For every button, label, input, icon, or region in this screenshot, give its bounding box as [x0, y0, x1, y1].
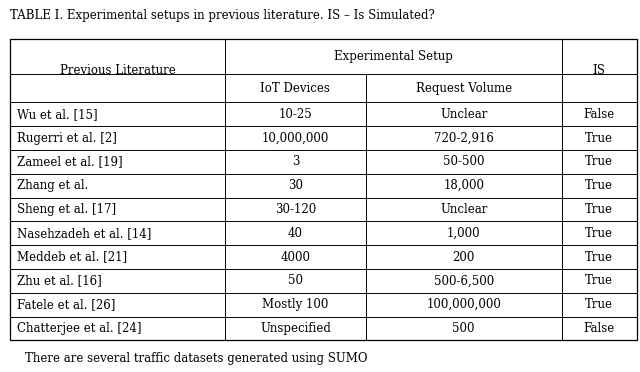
- Text: Unclear: Unclear: [440, 203, 487, 216]
- Text: True: True: [585, 155, 613, 168]
- Text: Sheng et al. [17]: Sheng et al. [17]: [17, 203, 116, 216]
- Text: Meddeb et al. [21]: Meddeb et al. [21]: [17, 251, 127, 263]
- Text: True: True: [585, 298, 613, 311]
- Text: True: True: [585, 132, 613, 144]
- Text: Unclear: Unclear: [440, 108, 487, 121]
- Text: True: True: [585, 227, 613, 240]
- Text: 4000: 4000: [280, 251, 310, 263]
- Text: TABLE I. Experimental setups in previous literature. IS – Is Simulated?: TABLE I. Experimental setups in previous…: [10, 9, 435, 22]
- Text: False: False: [584, 322, 615, 335]
- Text: True: True: [585, 251, 613, 263]
- Text: Mostly 100: Mostly 100: [262, 298, 328, 311]
- Text: Experimental Setup: Experimental Setup: [334, 50, 453, 63]
- Text: Chatterjee et al. [24]: Chatterjee et al. [24]: [17, 322, 142, 335]
- Text: True: True: [585, 179, 613, 192]
- Text: IS: IS: [593, 64, 605, 77]
- Text: Wu et al. [15]: Wu et al. [15]: [17, 108, 98, 121]
- Text: 1,000: 1,000: [447, 227, 481, 240]
- Text: 50-500: 50-500: [443, 155, 484, 168]
- Text: 18,000: 18,000: [443, 179, 484, 192]
- Text: True: True: [585, 203, 613, 216]
- Text: Zhang et al.: Zhang et al.: [17, 179, 89, 192]
- Text: 200: 200: [452, 251, 475, 263]
- Text: 10,000,000: 10,000,000: [262, 132, 329, 144]
- Text: 30: 30: [288, 179, 303, 192]
- Text: 100,000,000: 100,000,000: [426, 298, 501, 311]
- Text: Zhu et al. [16]: Zhu et al. [16]: [17, 275, 102, 287]
- Text: 10-25: 10-25: [278, 108, 312, 121]
- Text: True: True: [585, 275, 613, 287]
- Text: Zameel et al. [19]: Zameel et al. [19]: [17, 155, 123, 168]
- Text: Fatele et al. [26]: Fatele et al. [26]: [17, 298, 116, 311]
- Text: 500: 500: [452, 322, 475, 335]
- Text: Rugerri et al. [2]: Rugerri et al. [2]: [17, 132, 117, 144]
- Text: 30-120: 30-120: [275, 203, 316, 216]
- Text: Previous Literature: Previous Literature: [60, 64, 175, 77]
- Text: There are several traffic datasets generated using SUMO: There are several traffic datasets gener…: [10, 353, 367, 365]
- Text: False: False: [584, 108, 615, 121]
- Text: 50: 50: [288, 275, 303, 287]
- Text: 500-6,500: 500-6,500: [433, 275, 494, 287]
- Text: 720-2,916: 720-2,916: [434, 132, 493, 144]
- Text: Request Volume: Request Volume: [415, 82, 512, 95]
- Text: 40: 40: [288, 227, 303, 240]
- Text: Unspecified: Unspecified: [260, 322, 331, 335]
- Text: 3: 3: [292, 155, 299, 168]
- Text: Nasehzadeh et al. [14]: Nasehzadeh et al. [14]: [17, 227, 152, 240]
- Text: IoT Devices: IoT Devices: [260, 82, 330, 95]
